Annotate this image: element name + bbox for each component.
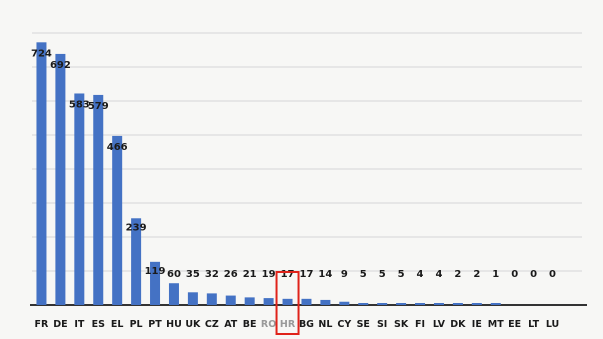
tick-label-at: AT	[224, 319, 238, 330]
tick-label-lt: LT	[528, 319, 539, 330]
data-label-ro: 19	[262, 269, 276, 280]
tick-label-hu: HU	[166, 319, 182, 330]
data-label-si: 5	[379, 269, 386, 280]
data-label-ee: 0	[511, 269, 518, 280]
bar-ie	[471, 303, 482, 305]
tick-label-be: BE	[243, 319, 257, 330]
tick-label-sk: SK	[394, 319, 409, 330]
bar-nl	[320, 299, 331, 305]
data-label-es: 579	[88, 101, 109, 112]
tick-label-fr: FR	[35, 319, 49, 330]
data-label-hr: 17	[281, 269, 295, 280]
data-label-pt: 119	[145, 266, 166, 277]
tick-label-de: DE	[53, 319, 67, 330]
data-label-uk: 35	[186, 269, 200, 280]
bar-es	[93, 94, 104, 305]
tick-label-lu: LU	[546, 319, 559, 330]
x-tick-labels: FR DE IT ES EL PL PT HU UK CZ AT BE RO HR BG NL CY SE SI SK…	[35, 319, 560, 330]
data-label-cz: 32	[205, 269, 219, 280]
bar-ro	[263, 298, 274, 305]
tick-label-pt: PT	[148, 319, 162, 330]
tick-label-el: EL	[111, 319, 124, 330]
bar-uk	[187, 292, 198, 305]
tick-label-uk: UK	[185, 319, 201, 330]
bar-hu	[168, 283, 179, 305]
bar-it	[74, 93, 85, 305]
data-label-el: 466	[107, 142, 128, 153]
tick-label-ro: RO	[261, 319, 276, 330]
tick-label-ee: EE	[508, 319, 521, 330]
data-label-fr: 724	[31, 48, 52, 59]
tick-label-ie: IE	[472, 319, 482, 330]
data-label-it: 583	[69, 99, 90, 110]
bar-el	[112, 135, 123, 305]
bar-se	[358, 303, 369, 305]
tick-label-dk: DK	[450, 319, 466, 330]
bar-cy	[339, 301, 350, 305]
tick-label-cz: CZ	[205, 319, 219, 330]
bar-pt	[150, 261, 161, 305]
data-label-pl: 239	[126, 222, 147, 233]
data-label-nl: 14	[318, 269, 332, 280]
bar-dk	[452, 303, 463, 305]
highlight-box-hr	[275, 271, 300, 335]
tick-label-es: ES	[92, 319, 105, 330]
bar-de	[55, 53, 66, 305]
tick-label-hr: HR	[280, 319, 296, 330]
tick-label-it: IT	[74, 319, 85, 330]
tick-label-cy: CY	[337, 319, 351, 330]
data-label-be: 21	[243, 269, 257, 280]
tick-label-nl: NL	[318, 319, 332, 330]
data-label-se: 5	[360, 269, 367, 280]
bar-mt	[490, 303, 501, 305]
data-label-dk: 2	[454, 269, 461, 280]
tick-label-fi: FI	[415, 319, 425, 330]
data-label-fi: 4	[417, 269, 424, 280]
tick-label-lv: LV	[433, 319, 446, 330]
tick-label-se: SE	[357, 319, 370, 330]
bar-be	[244, 297, 255, 305]
bar-hr	[282, 298, 293, 305]
bars	[36, 42, 501, 306]
data-label-hu: 60	[167, 269, 181, 280]
bar-at	[225, 295, 236, 305]
tick-label-si: SI	[377, 319, 387, 330]
tick-label-bg: BG	[299, 319, 314, 330]
data-label-ie: 2	[473, 269, 480, 280]
data-label-de: 692	[50, 60, 71, 71]
bar-lv	[433, 303, 444, 305]
bar-fi	[415, 303, 426, 305]
bar-sk	[396, 303, 407, 305]
data-label-at: 26	[224, 269, 238, 280]
bar-si	[377, 303, 388, 305]
data-label-cy: 9	[341, 269, 348, 280]
bar-fr	[36, 42, 47, 306]
data-label-mt: 1	[492, 269, 499, 280]
data-label-lt: 0	[530, 269, 537, 280]
bar-cz	[206, 293, 217, 305]
data-label-lu: 0	[549, 269, 556, 280]
tick-label-pl: PL	[130, 319, 143, 330]
data-label-lv: 4	[435, 269, 442, 280]
highlight-box-layer	[275, 271, 300, 335]
tick-label-mt: MT	[488, 319, 504, 330]
data-label-bg: 17	[300, 269, 314, 280]
bar-bg	[301, 298, 312, 305]
data-label-sk: 5	[398, 269, 405, 280]
bar-pl	[131, 218, 142, 305]
